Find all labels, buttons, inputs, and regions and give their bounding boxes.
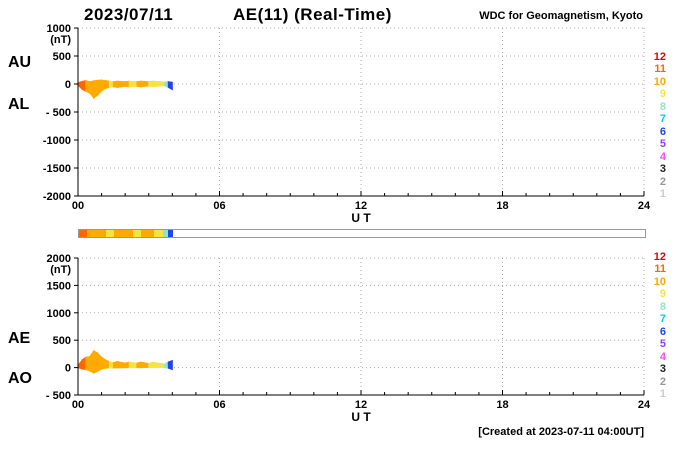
svg-text:06: 06 [213, 200, 225, 212]
svg-text:18: 18 [496, 399, 508, 411]
station-count-11: 11 [654, 263, 666, 276]
svg-text:(nT): (nT) [50, 34, 71, 46]
svg-text:-2000: -2000 [43, 191, 71, 203]
svg-text:0: 0 [65, 79, 71, 91]
au-al-chart: 1000 500 0 - 500 -1000 -1500 -2000 (nT) 00 06 12 18… [43, 23, 651, 225]
station-count-10: 10 [653, 275, 666, 288]
svg-text:12: 12 [355, 399, 367, 411]
station-count-1: 1 [659, 387, 666, 400]
station-count-6: 6 [659, 325, 666, 338]
availability-segment [87, 230, 107, 237]
data-source-label: WDC for Geomagnetism, Kyoto [479, 10, 643, 22]
plot-date: 2023/07/11 [84, 5, 174, 24]
station-count-6: 6 [659, 125, 666, 138]
svg-text:0: 0 [65, 363, 71, 375]
availability-segment [114, 230, 134, 237]
data-trace [77, 79, 173, 100]
station-count-9: 9 [659, 88, 666, 101]
availability-segment [168, 230, 174, 237]
svg-text:24: 24 [638, 200, 651, 212]
created-timestamp: [Created at 2023-07-11 04:00UT] [478, 426, 644, 438]
station-count-legend-bottom: 12 11 10 9 8 7 6 5 4 3 2 1 [648, 252, 666, 402]
svg-text:U T: U T [351, 410, 371, 424]
station-count-10: 10 [653, 75, 666, 88]
station-availability-bar [78, 229, 646, 238]
axes [74, 27, 645, 197]
station-count-2: 2 [659, 175, 666, 188]
availability-segment [106, 230, 115, 237]
station-count-4: 4 [659, 150, 666, 163]
svg-text:18: 18 [496, 200, 508, 212]
grid-lines [78, 257, 645, 396]
availability-segment [133, 230, 142, 237]
svg-text:-1500: -1500 [43, 163, 71, 175]
station-count-2: 2 [659, 375, 666, 388]
station-count-legend-top: 12 11 10 9 8 7 6 5 4 3 2 1 [648, 52, 666, 202]
availability-segment [141, 230, 155, 237]
availability-segment [154, 230, 163, 237]
ae-axis-label: AE [8, 330, 31, 347]
station-count-8: 8 [659, 300, 666, 313]
station-count-12: 12 [653, 51, 666, 63]
svg-text:12: 12 [355, 200, 367, 212]
station-count-1: 1 [659, 187, 666, 200]
al-axis-label: AL [8, 96, 30, 113]
svg-text:1000: 1000 [47, 308, 71, 320]
ae-ao-chart: 2000 1500 1000 500 0 - 500 (nT) 00 06 12 18 24 U T [46, 253, 651, 424]
svg-text:00: 00 [72, 200, 84, 212]
svg-text:500: 500 [53, 51, 71, 63]
svg-text:2000: 2000 [47, 253, 71, 265]
station-count-7: 7 [659, 313, 666, 326]
svg-text:U T: U T [351, 211, 371, 225]
svg-text:500: 500 [53, 335, 71, 347]
grid-lines [78, 27, 645, 197]
station-count-3: 3 [659, 163, 666, 176]
station-count-7: 7 [659, 113, 666, 126]
axis-labels: 1000 500 0 - 500 -1000 -1500 -2000 (nT) 00 06 12 18… [43, 23, 651, 225]
station-count-9: 9 [659, 288, 666, 301]
data-trace [77, 349, 173, 374]
svg-text:00: 00 [72, 399, 84, 411]
station-count-5: 5 [659, 338, 666, 351]
svg-text:06: 06 [213, 399, 225, 411]
svg-text:-1000: -1000 [43, 135, 71, 147]
station-count-3: 3 [659, 363, 666, 376]
axes [74, 257, 645, 396]
station-count-11: 11 [654, 63, 666, 76]
station-count-12: 12 [653, 251, 666, 263]
svg-text:- 500: - 500 [46, 107, 71, 119]
station-count-8: 8 [659, 100, 666, 113]
svg-text:24: 24 [638, 399, 651, 411]
svg-text:- 500: - 500 [46, 390, 71, 402]
ao-axis-label: AO [8, 370, 32, 387]
svg-text:1500: 1500 [47, 280, 71, 292]
station-count-5: 5 [659, 138, 666, 151]
au-axis-label: AU [8, 54, 32, 71]
axis-labels: 2000 1500 1000 500 0 - 500 (nT) 00 06 12 18 24 U T [46, 253, 651, 424]
station-count-4: 4 [659, 350, 666, 363]
svg-text:(nT): (nT) [50, 264, 71, 276]
availability-segment [162, 230, 169, 237]
availability-segment [79, 230, 88, 237]
svg-text:1000: 1000 [47, 23, 71, 35]
plot-title: AE(11) (Real-Time) [233, 5, 392, 24]
